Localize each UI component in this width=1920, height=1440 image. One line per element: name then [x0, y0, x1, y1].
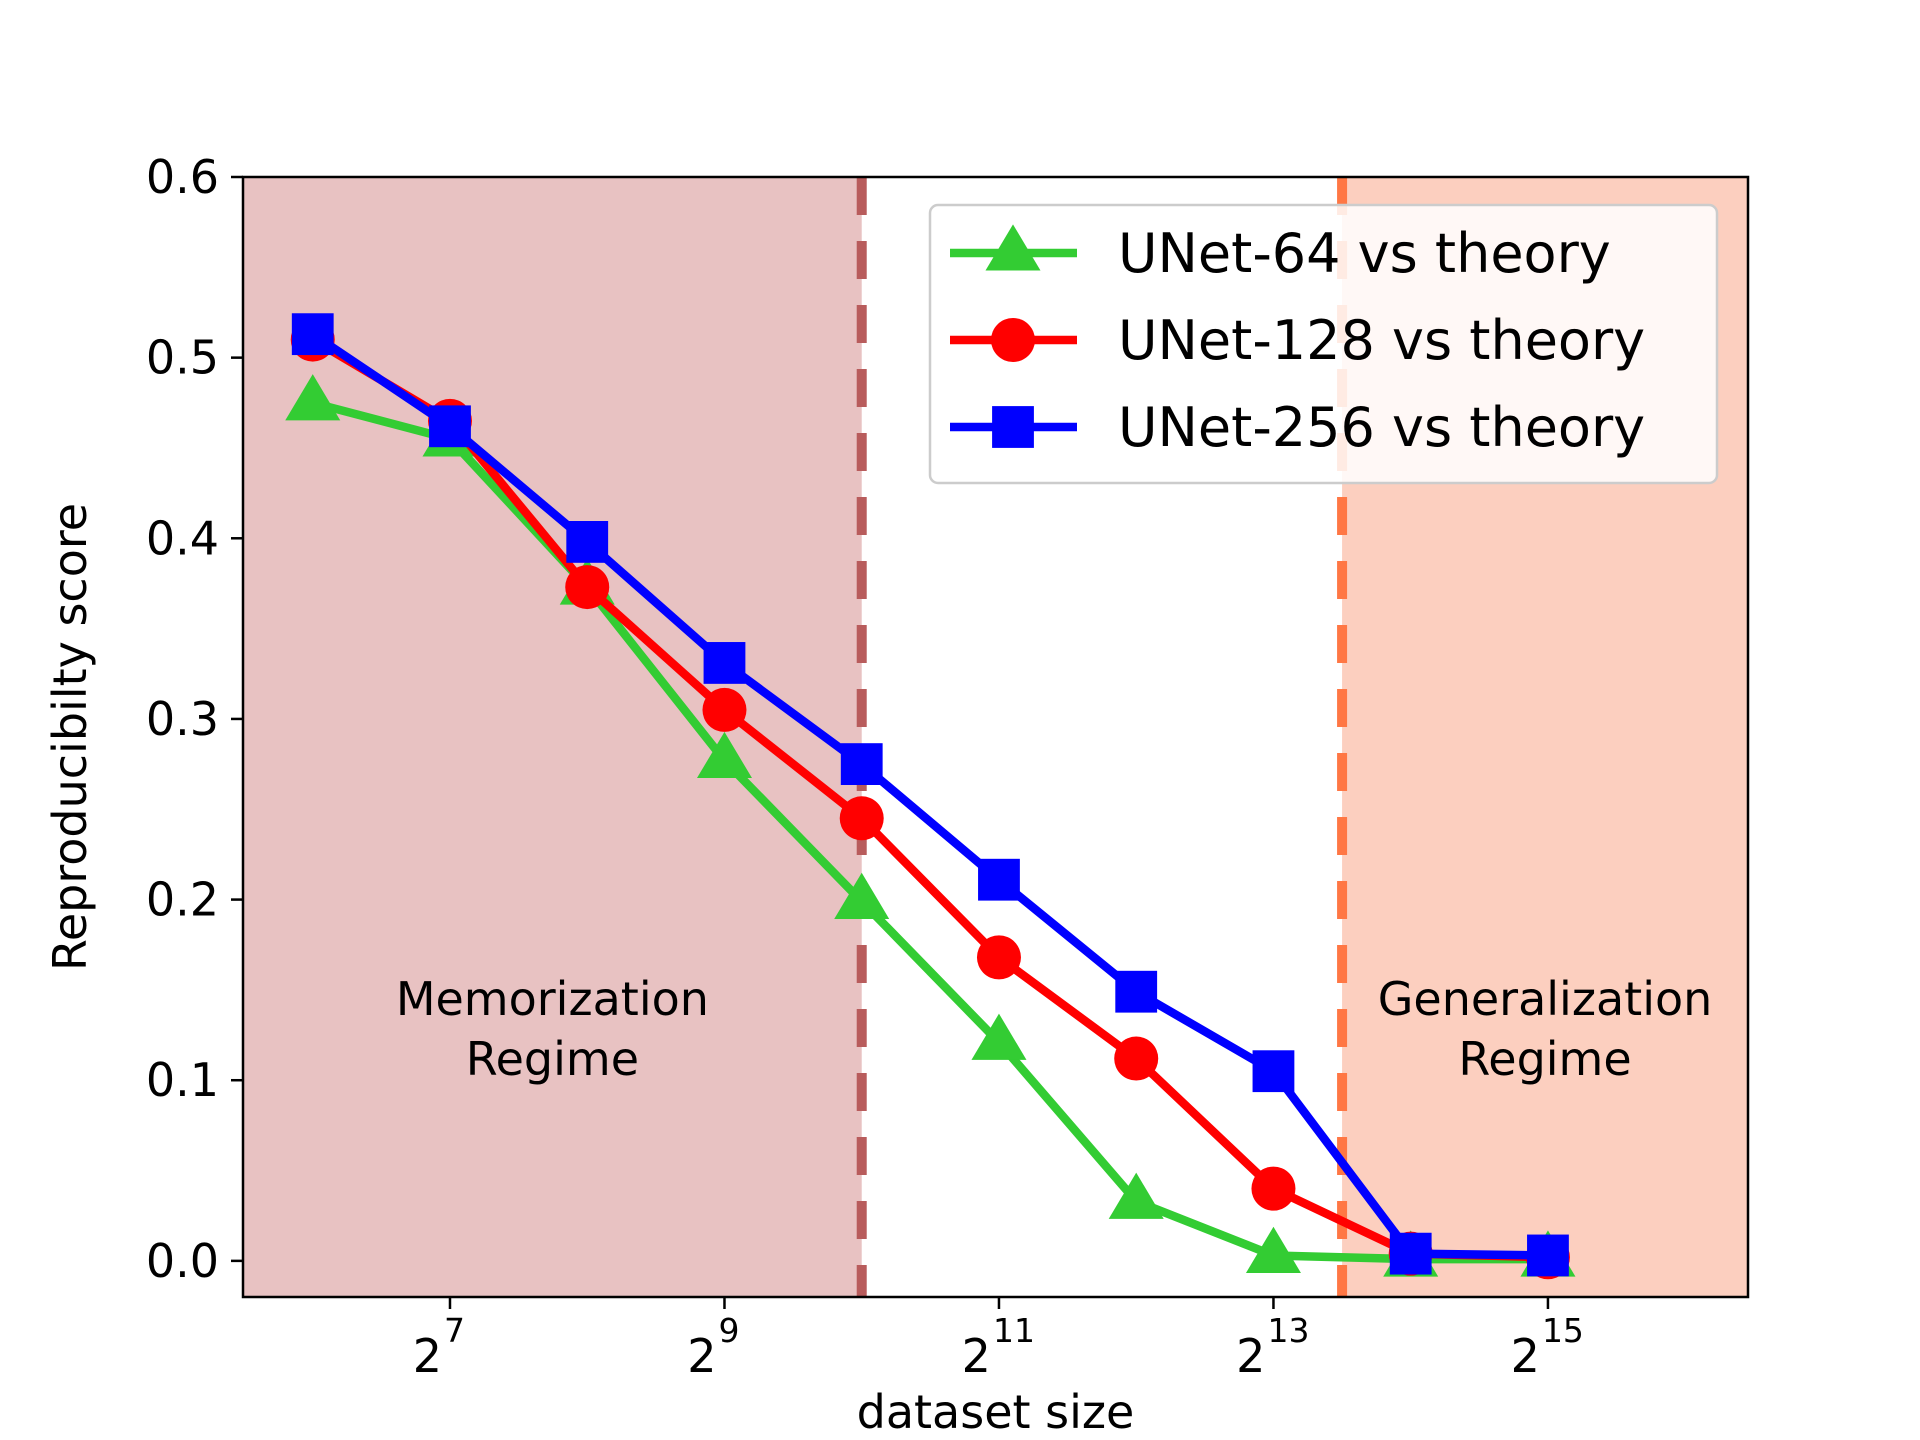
x-tick-base: 2 [413, 1329, 442, 1383]
x-tick-exponent: 11 [993, 1311, 1035, 1350]
data-point [566, 521, 609, 563]
data-point [1114, 1036, 1159, 1081]
y-axis-ticks: 0.0 0.1 0.2 0.3 0.4 0.5 0.6 [146, 150, 243, 1288]
legend-label: UNet-64 vs theory [1118, 222, 1611, 285]
data-point [565, 565, 610, 610]
x-tick-base: 2 [1511, 1329, 1540, 1383]
legend-swatch-marker [992, 406, 1034, 448]
x-axis-ticks: 2 7 2 9 2 11 2 13 2 15 [413, 1297, 1584, 1383]
regime-boundaries [856, 177, 1348, 1297]
y-tick-label: 0.6 [146, 150, 219, 204]
data-point [429, 405, 471, 448]
x-tick-base: 2 [962, 1329, 991, 1383]
data-point [1115, 970, 1158, 1013]
y-tick-label: 0.2 [146, 873, 219, 927]
x-tick-exponent: 15 [1542, 1311, 1584, 1350]
legend: UNet-64 vs theory UNet-128 vs theory UNet-… [928, 203, 1719, 485]
data-point [1245, 1226, 1301, 1274]
data-point [1252, 1050, 1295, 1093]
data-point [1527, 1234, 1569, 1277]
data-point [696, 731, 752, 779]
legend-item: UNet-256 vs theory [950, 396, 1645, 459]
regime-label: Regime [466, 1032, 639, 1086]
series-line [308, 335, 1553, 1262]
data-point [976, 935, 1021, 980]
x-tick-label: 2 13 [1236, 1311, 1309, 1383]
data-point [1389, 1232, 1432, 1275]
legend-label: UNet-256 vs theory [1118, 396, 1645, 459]
legend-box [928, 203, 1719, 485]
x-tick-label: 2 11 [962, 1311, 1035, 1383]
series-3 [291, 313, 1569, 1277]
series-line [308, 398, 1553, 1264]
regime-labels: Memorization Regime Generalization Regime [396, 972, 1712, 1086]
y-tick-label: 0.0 [146, 1234, 219, 1288]
data-point [840, 743, 883, 785]
x-tick-exponent: 9 [718, 1311, 739, 1350]
data-point [1251, 1166, 1296, 1211]
legend-swatch-marker [991, 318, 1035, 362]
legend-item: UNet-64 vs theory [950, 222, 1611, 285]
legend-label: UNet-128 vs theory [1118, 309, 1645, 372]
data-point [978, 858, 1020, 901]
data-point [291, 313, 334, 356]
data-point [285, 374, 341, 421]
x-tick-exponent: 13 [1267, 1311, 1309, 1350]
series-line [308, 329, 1553, 1260]
regime-label: Regime [1458, 1032, 1631, 1086]
data-point [971, 1013, 1027, 1060]
series-group [285, 313, 1576, 1280]
y-tick-label: 0.3 [146, 692, 219, 746]
y-tick-label: 0.5 [146, 331, 219, 385]
data-point [703, 642, 746, 684]
data-point [702, 687, 747, 732]
regime-label: Generalization [1378, 972, 1713, 1026]
plot-frame [241, 175, 1750, 1299]
data-point [1108, 1172, 1164, 1219]
y-axis-label: Reproducibilty score [43, 503, 97, 971]
y-tick-label: 0.1 [146, 1053, 219, 1107]
x-tick-base: 2 [687, 1329, 716, 1383]
regime-label: Memorization [396, 972, 709, 1026]
data-point [839, 796, 884, 841]
legend-item: UNet-128 vs theory [950, 309, 1645, 372]
x-tick-label: 2 15 [1511, 1311, 1584, 1383]
x-tick-base: 2 [1236, 1329, 1265, 1383]
y-tick-label: 0.4 [146, 511, 219, 565]
x-tick-exponent: 7 [444, 1311, 465, 1350]
data-point [834, 872, 890, 919]
x-axis-label: dataset size [857, 1385, 1135, 1439]
legend-swatch-marker [985, 224, 1041, 271]
